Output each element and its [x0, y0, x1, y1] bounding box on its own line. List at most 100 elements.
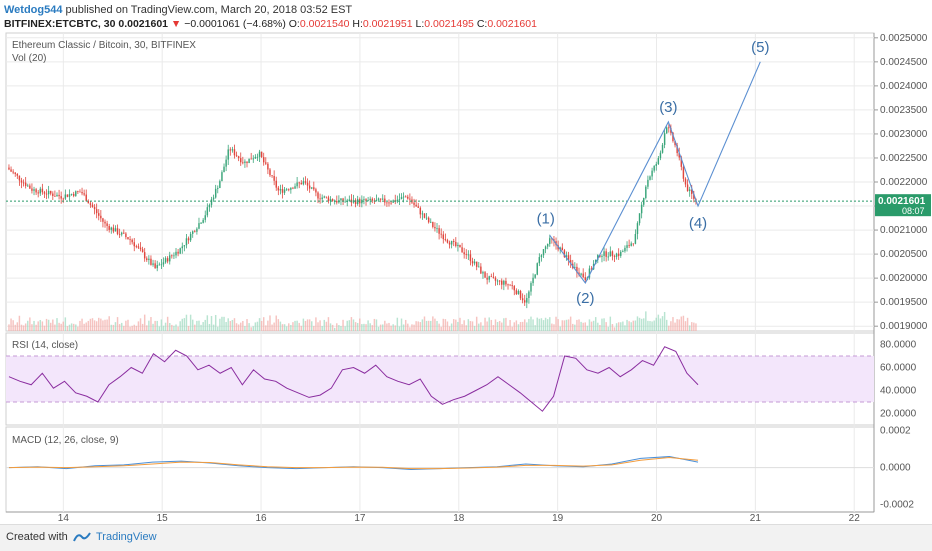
author-link[interactable]: Wetdog544	[4, 4, 63, 16]
candle	[62, 198, 64, 200]
volume-bar	[592, 320, 595, 331]
volume-bar	[444, 319, 447, 331]
volume-bar	[240, 322, 242, 331]
volume-bar	[528, 318, 530, 331]
volume-bar	[615, 323, 618, 331]
candle	[430, 221, 432, 223]
x-tick-label: 19	[552, 513, 564, 524]
candle	[214, 188, 217, 198]
candle	[267, 163, 269, 170]
volume-bar	[252, 326, 255, 331]
candle	[64, 194, 67, 199]
volume-bar	[572, 323, 574, 331]
candle	[248, 158, 250, 164]
volume-bar	[549, 317, 551, 331]
volume-bar	[70, 323, 73, 331]
y-tick-label: 0.0022500	[880, 153, 928, 164]
candle	[680, 157, 683, 167]
candle	[484, 272, 486, 278]
candle	[569, 260, 572, 264]
candle	[83, 193, 85, 195]
candle	[542, 249, 545, 256]
volume-bar	[279, 321, 282, 331]
volume-bar	[27, 320, 29, 331]
y-tick-label: 0.0024000	[880, 81, 928, 92]
volume-bar	[620, 322, 622, 331]
volume-bar	[66, 326, 69, 331]
candle	[363, 199, 365, 200]
volume-bar	[77, 326, 79, 331]
volume-bar	[590, 321, 593, 331]
volume-bar	[536, 317, 538, 331]
change: −0.0001061 (−4.68%)	[184, 18, 286, 30]
candle	[448, 242, 451, 245]
volume-bar	[680, 316, 683, 331]
candle	[120, 232, 123, 235]
volume-bar	[363, 323, 365, 331]
candle	[384, 198, 386, 203]
volume-bar	[517, 324, 520, 331]
candle	[442, 234, 445, 240]
candle	[640, 204, 643, 214]
candle	[129, 239, 131, 241]
candle	[467, 254, 470, 256]
candle	[434, 226, 436, 229]
volume-bar	[594, 317, 597, 331]
created-with: Created with	[6, 531, 68, 543]
tradingview-link[interactable]: TradingView	[96, 531, 157, 543]
volume-bar	[54, 324, 56, 331]
candle	[473, 261, 476, 264]
volume-bar	[62, 321, 64, 331]
volume-bar	[260, 320, 263, 331]
volume-bar	[248, 323, 250, 331]
volume-bar	[158, 326, 161, 331]
chart-canvas[interactable]: 14 15 16 17 18 19 20 21 22 0.0025000 0.0024500 0.00…	[0, 0, 932, 524]
candle	[100, 215, 102, 219]
candle	[415, 204, 417, 207]
volume-bar	[267, 320, 269, 331]
volume-bar	[292, 322, 294, 331]
candle	[20, 180, 23, 183]
volume-bar	[417, 321, 419, 331]
volume-bar	[409, 327, 411, 331]
volume-bar	[254, 322, 257, 331]
candle	[469, 254, 472, 262]
volume-bar	[10, 318, 12, 331]
volume-bar	[503, 318, 505, 331]
volume-bar	[367, 320, 369, 331]
volume-bar	[672, 317, 674, 331]
volume-bar	[39, 319, 42, 331]
candle	[33, 189, 35, 191]
candle	[340, 198, 342, 201]
candle	[116, 228, 119, 234]
candle	[260, 151, 263, 158]
candle	[521, 298, 524, 301]
candle	[14, 172, 16, 174]
wave-label: (2)	[576, 290, 594, 307]
candle	[162, 262, 165, 265]
candle	[250, 158, 252, 160]
tradingview-logo-icon[interactable]	[72, 531, 92, 543]
volume-bar	[164, 322, 167, 331]
candle	[336, 200, 338, 203]
volume-bar	[179, 321, 181, 331]
candle	[223, 166, 225, 173]
volume-bar	[102, 320, 104, 331]
volume-bar	[546, 319, 549, 331]
candle	[315, 189, 317, 193]
candle	[665, 127, 668, 134]
volume-bar	[169, 323, 171, 331]
candle	[35, 189, 37, 193]
candle	[112, 227, 115, 232]
candle	[371, 198, 374, 201]
high-label: H:	[352, 18, 363, 30]
candle	[108, 226, 110, 230]
candle	[352, 200, 355, 203]
volume-bar	[407, 323, 409, 331]
candle	[402, 196, 405, 198]
y-tick-label: 0.0022000	[880, 177, 928, 188]
volume-bar	[467, 319, 470, 331]
candle	[75, 191, 77, 196]
candle	[294, 186, 296, 189]
candle	[277, 187, 280, 191]
